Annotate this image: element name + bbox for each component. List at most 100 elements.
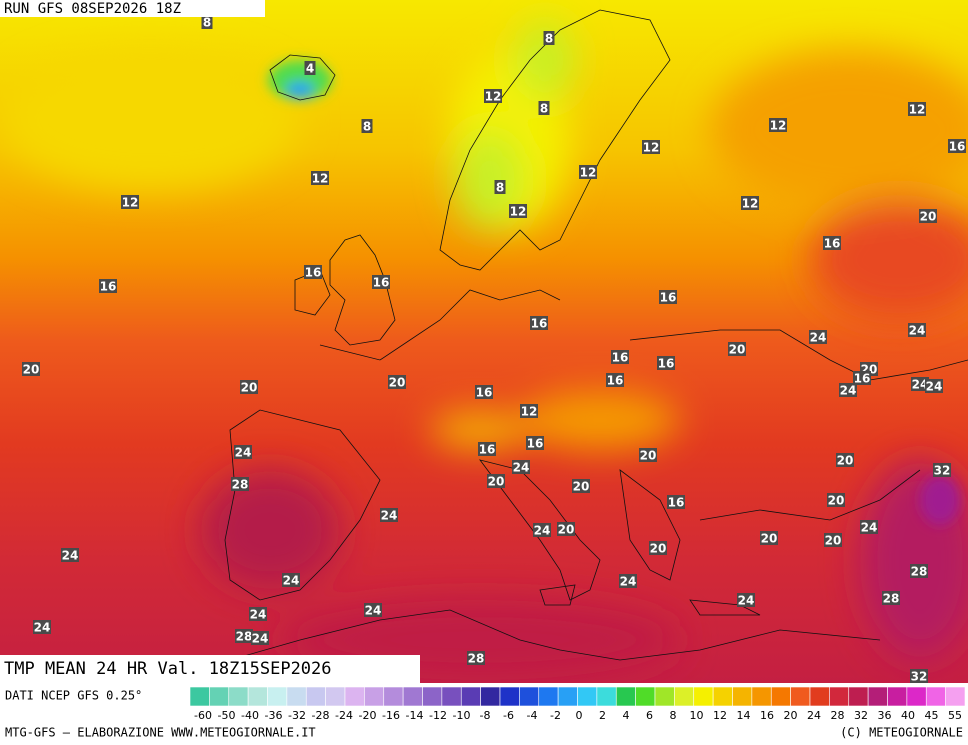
legend-swatch xyxy=(209,686,230,707)
legend-swatch xyxy=(906,686,927,707)
legend-label: -28 xyxy=(312,709,330,722)
contour-label: 16 xyxy=(824,237,841,251)
legend-label: 6 xyxy=(646,709,653,722)
legend-swatch xyxy=(519,686,540,707)
contour-label: 16 xyxy=(373,276,390,290)
label-box xyxy=(659,290,677,304)
contour-label: 28 xyxy=(883,592,900,606)
contour-label: 12 xyxy=(643,141,660,155)
label-box xyxy=(827,493,845,507)
legend-swatch xyxy=(925,686,946,707)
legend-label: 24 xyxy=(807,709,821,722)
contour-label: 16 xyxy=(305,266,322,280)
contour-label: 16 xyxy=(658,357,675,371)
contour-label: 12 xyxy=(742,197,759,211)
contour-label: 28 xyxy=(911,565,928,579)
title-box xyxy=(0,655,420,683)
contour-label: 16 xyxy=(531,317,548,331)
color-legend: -60 -50 -40 -36 -32 -28 -24 -20 -16 -14 -12 -10 -8 -6… xyxy=(189,686,966,722)
legend-swatch xyxy=(829,686,850,707)
legend-swatch xyxy=(441,686,462,707)
label-box xyxy=(249,607,267,621)
label-box xyxy=(304,265,322,279)
contour-label: 32 xyxy=(934,464,951,478)
label-box xyxy=(311,171,329,185)
contour-label: 12 xyxy=(909,103,926,117)
legend-label: -6 xyxy=(503,709,514,722)
contour-label: 4 xyxy=(306,62,314,76)
label-box xyxy=(475,385,493,399)
legend-swatch xyxy=(247,686,268,707)
contour-label: 12 xyxy=(580,166,597,180)
contour-label: 16 xyxy=(607,374,624,388)
contour-label: 24 xyxy=(909,324,926,338)
label-box xyxy=(372,275,390,289)
label-box xyxy=(910,669,928,683)
legend-label: -10 xyxy=(453,709,471,722)
label-box xyxy=(769,118,787,132)
contour-label: 20 xyxy=(828,494,845,508)
label-box xyxy=(557,522,575,536)
contour-label: 12 xyxy=(510,205,527,219)
label-box xyxy=(235,629,253,643)
contour-label: 16 xyxy=(476,386,493,400)
label-box xyxy=(824,533,842,547)
label-box xyxy=(667,495,685,509)
legend-swatch xyxy=(790,686,811,707)
legend-label: 28 xyxy=(831,709,845,722)
legend-label: -50 xyxy=(218,709,236,722)
label-box xyxy=(240,380,258,394)
contour-label: 24 xyxy=(235,446,252,460)
contour-label: 24 xyxy=(810,331,827,345)
legend-label: -4 xyxy=(527,709,538,722)
temperature-field xyxy=(0,0,968,683)
label-box xyxy=(251,631,269,645)
legend-swatch xyxy=(538,686,559,707)
copyright: (C) METEOGIORNALE xyxy=(840,726,963,740)
contour-label: 16 xyxy=(660,291,677,305)
label-box xyxy=(201,15,213,29)
legend-swatch xyxy=(499,686,520,707)
legend-swatch xyxy=(848,686,869,707)
legend-swatch xyxy=(809,686,830,707)
label-box xyxy=(639,448,657,462)
label-box xyxy=(33,620,51,634)
contour-label: 8 xyxy=(496,181,504,195)
contour-labels: 8 4 8 12 8 8 12 12 12 16 12 12 8 12 12 12 20 16 16 16 16 16 16… xyxy=(22,15,966,684)
legend-swatch xyxy=(751,686,772,707)
contour-label: 24 xyxy=(62,549,79,563)
contour-label: 20 xyxy=(920,210,937,224)
label-box xyxy=(933,463,951,477)
label-box xyxy=(809,330,827,344)
label-box xyxy=(494,180,506,194)
contour-label: 12 xyxy=(521,405,538,419)
label-box xyxy=(380,508,398,522)
label-box xyxy=(657,356,675,370)
label-box xyxy=(910,564,928,578)
label-box xyxy=(484,89,502,103)
legend-swatch xyxy=(267,686,288,707)
contour-label: 16 xyxy=(949,140,966,154)
contour-label: 24 xyxy=(34,621,51,635)
legend-swatch xyxy=(460,686,481,707)
label-box xyxy=(741,196,759,210)
contour-label: 24 xyxy=(283,574,300,588)
label-box xyxy=(737,593,755,607)
contour-label: 20 xyxy=(729,343,746,357)
label-box xyxy=(487,474,505,488)
contour-label: 24 xyxy=(926,380,943,394)
contour-label: 20 xyxy=(650,542,667,556)
label-box xyxy=(606,373,624,387)
legend-label: -60 xyxy=(194,709,212,722)
label-box xyxy=(543,31,555,45)
contour-label: 24 xyxy=(912,378,929,392)
contour-label: 12 xyxy=(485,90,502,104)
label-box xyxy=(304,61,316,75)
legend-swatch xyxy=(887,686,908,707)
label-box xyxy=(860,520,878,534)
contour-label: 20 xyxy=(761,532,778,546)
label-box xyxy=(533,523,551,537)
contour-label: 28 xyxy=(236,630,253,644)
legend-swatch xyxy=(286,686,307,707)
label-box xyxy=(231,477,249,491)
